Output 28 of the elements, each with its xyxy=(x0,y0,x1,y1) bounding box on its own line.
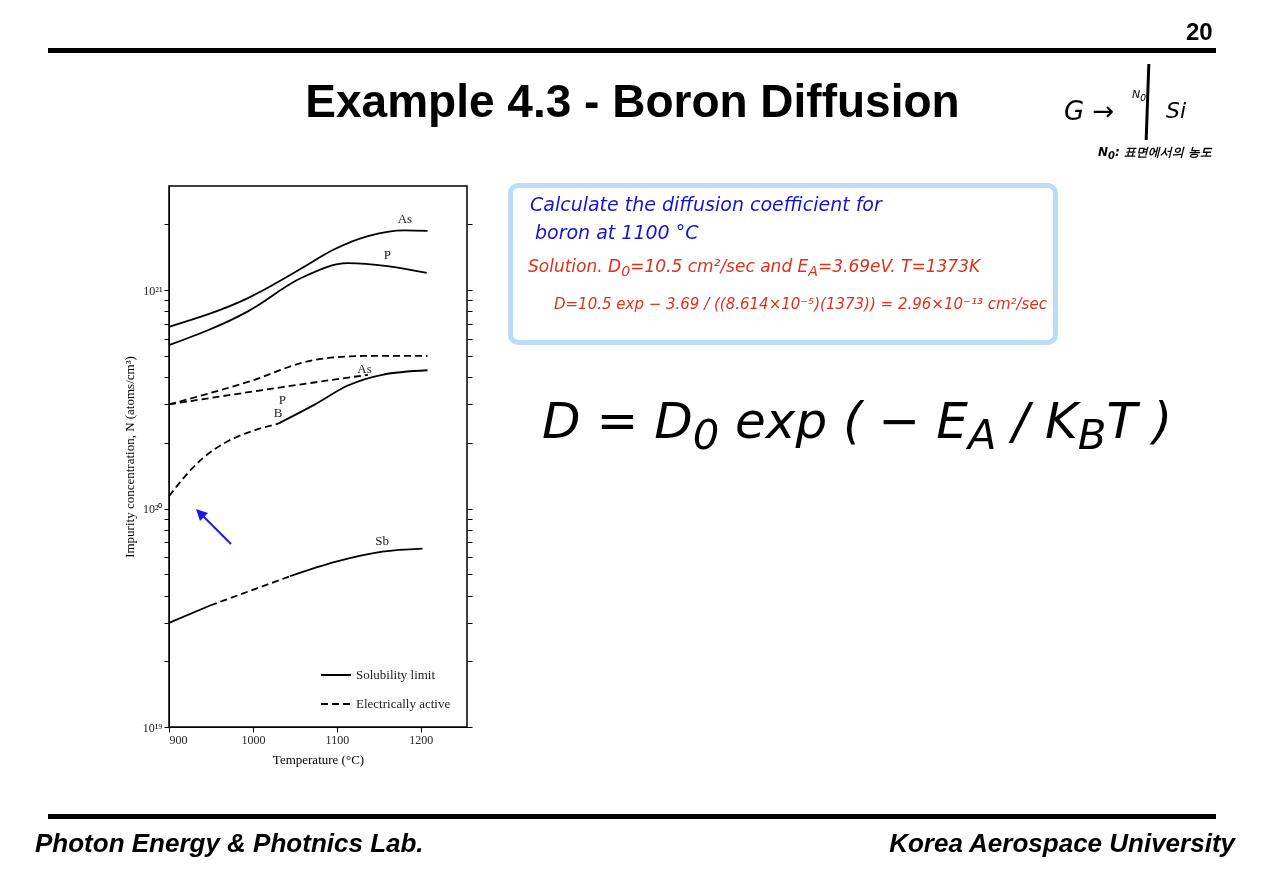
text: 20 xyxy=(1186,18,1213,46)
annotation: P xyxy=(383,247,391,263)
y-axis-title: Impurity concentration, N (atoms/cm³) xyxy=(121,356,137,558)
text: Korea Aerospace University xyxy=(889,828,1235,859)
text: D=10.5 exp − 3.69 / ((8.614×10⁻⁵)(1373)) = 2.96×10⁻¹³ cm²/sec xyxy=(554,295,1047,313)
y-tick-label: 10¹⁹ xyxy=(142,720,163,735)
x-axis-title: Temperature (°C) xyxy=(272,751,365,767)
x-tick-label: 900 xyxy=(169,732,188,747)
x-tick-label: 1200 xyxy=(409,732,434,747)
text: Photon Energy & Photnics Lab. xyxy=(35,828,424,859)
text: G → xyxy=(1064,96,1115,126)
text: Calculate the diffusion coefficient for xyxy=(530,193,882,215)
annotation: As xyxy=(357,360,372,376)
y-tick-label: 10²¹ xyxy=(143,283,163,298)
text: N$_{0}$: 표면에서의 농도 xyxy=(1098,144,1213,162)
text: Solution. D$_{0}$=10.5 cm²/sec and E$_{A}$=3.69eV. T=1373K xyxy=(528,256,981,280)
text: Si xyxy=(1166,98,1187,123)
legend-label: Solubility limit xyxy=(356,667,436,682)
annotation: As xyxy=(397,211,413,227)
annotation: Sb xyxy=(375,532,390,548)
legend-label: Electrically active xyxy=(356,696,451,711)
text: N$_{0}$ xyxy=(1132,88,1147,104)
y-tick-label: 10²⁰ xyxy=(142,502,163,517)
text: boron at 1100 °C xyxy=(535,221,699,243)
text: D = D$_{0}$ exp ( − E$_{A}$ / K$_{B}$T ) xyxy=(542,392,1173,459)
x-tick-label: 1000 xyxy=(241,732,266,747)
x-tick-label: 1100 xyxy=(325,732,350,747)
text: Example 4.3 - Boron Diffusion xyxy=(305,75,960,127)
